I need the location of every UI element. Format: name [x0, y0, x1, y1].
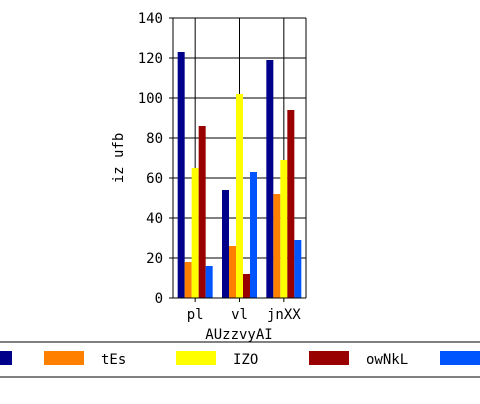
y-tick-label: 120 — [138, 51, 163, 67]
bar — [294, 240, 302, 298]
x-tick-label: jnXX — [267, 307, 301, 323]
y-tick-label: 80 — [146, 131, 163, 147]
legend-frame — [0, 341, 480, 378]
legend-label: owNkL — [366, 352, 408, 368]
bar — [250, 172, 257, 298]
bar — [198, 126, 206, 298]
y-tick-label: 140 — [138, 11, 163, 27]
bar — [236, 94, 243, 298]
x-tick-label: vl — [231, 307, 248, 323]
bar — [280, 160, 288, 298]
axes: AUzzvyAI iz ufb 0 20 40 60 80 100 120 140 pl vl jn… — [111, 11, 307, 343]
y-tick-label: 20 — [146, 251, 163, 267]
x-tick-label: pl — [187, 307, 204, 323]
bar — [273, 194, 281, 298]
y-axis-title: iz ufb — [111, 133, 127, 184]
legend-swatch — [0, 351, 12, 365]
bars — [177, 52, 302, 298]
legend-swatch — [309, 351, 349, 365]
y-tick-label: 40 — [146, 211, 163, 227]
bar — [287, 110, 295, 298]
legend-label: tEs — [101, 352, 126, 368]
bar — [205, 266, 213, 298]
legend: tEs IZO owNkL — [0, 341, 480, 378]
bar — [177, 52, 185, 298]
bar — [243, 274, 250, 298]
legend-swatch — [44, 351, 84, 365]
x-axis-title: AUzzvyAI — [205, 327, 272, 343]
bar — [184, 262, 192, 298]
bar — [191, 168, 199, 298]
bar — [222, 190, 229, 298]
y-tick-label: 0 — [155, 291, 163, 307]
legend-swatch — [440, 351, 480, 365]
y-tick-label: 60 — [146, 171, 163, 187]
bar — [229, 246, 236, 298]
legend-swatch — [176, 351, 216, 365]
y-tick-label: 100 — [138, 91, 163, 107]
legend-label: IZO — [233, 352, 258, 368]
bar — [266, 60, 274, 298]
